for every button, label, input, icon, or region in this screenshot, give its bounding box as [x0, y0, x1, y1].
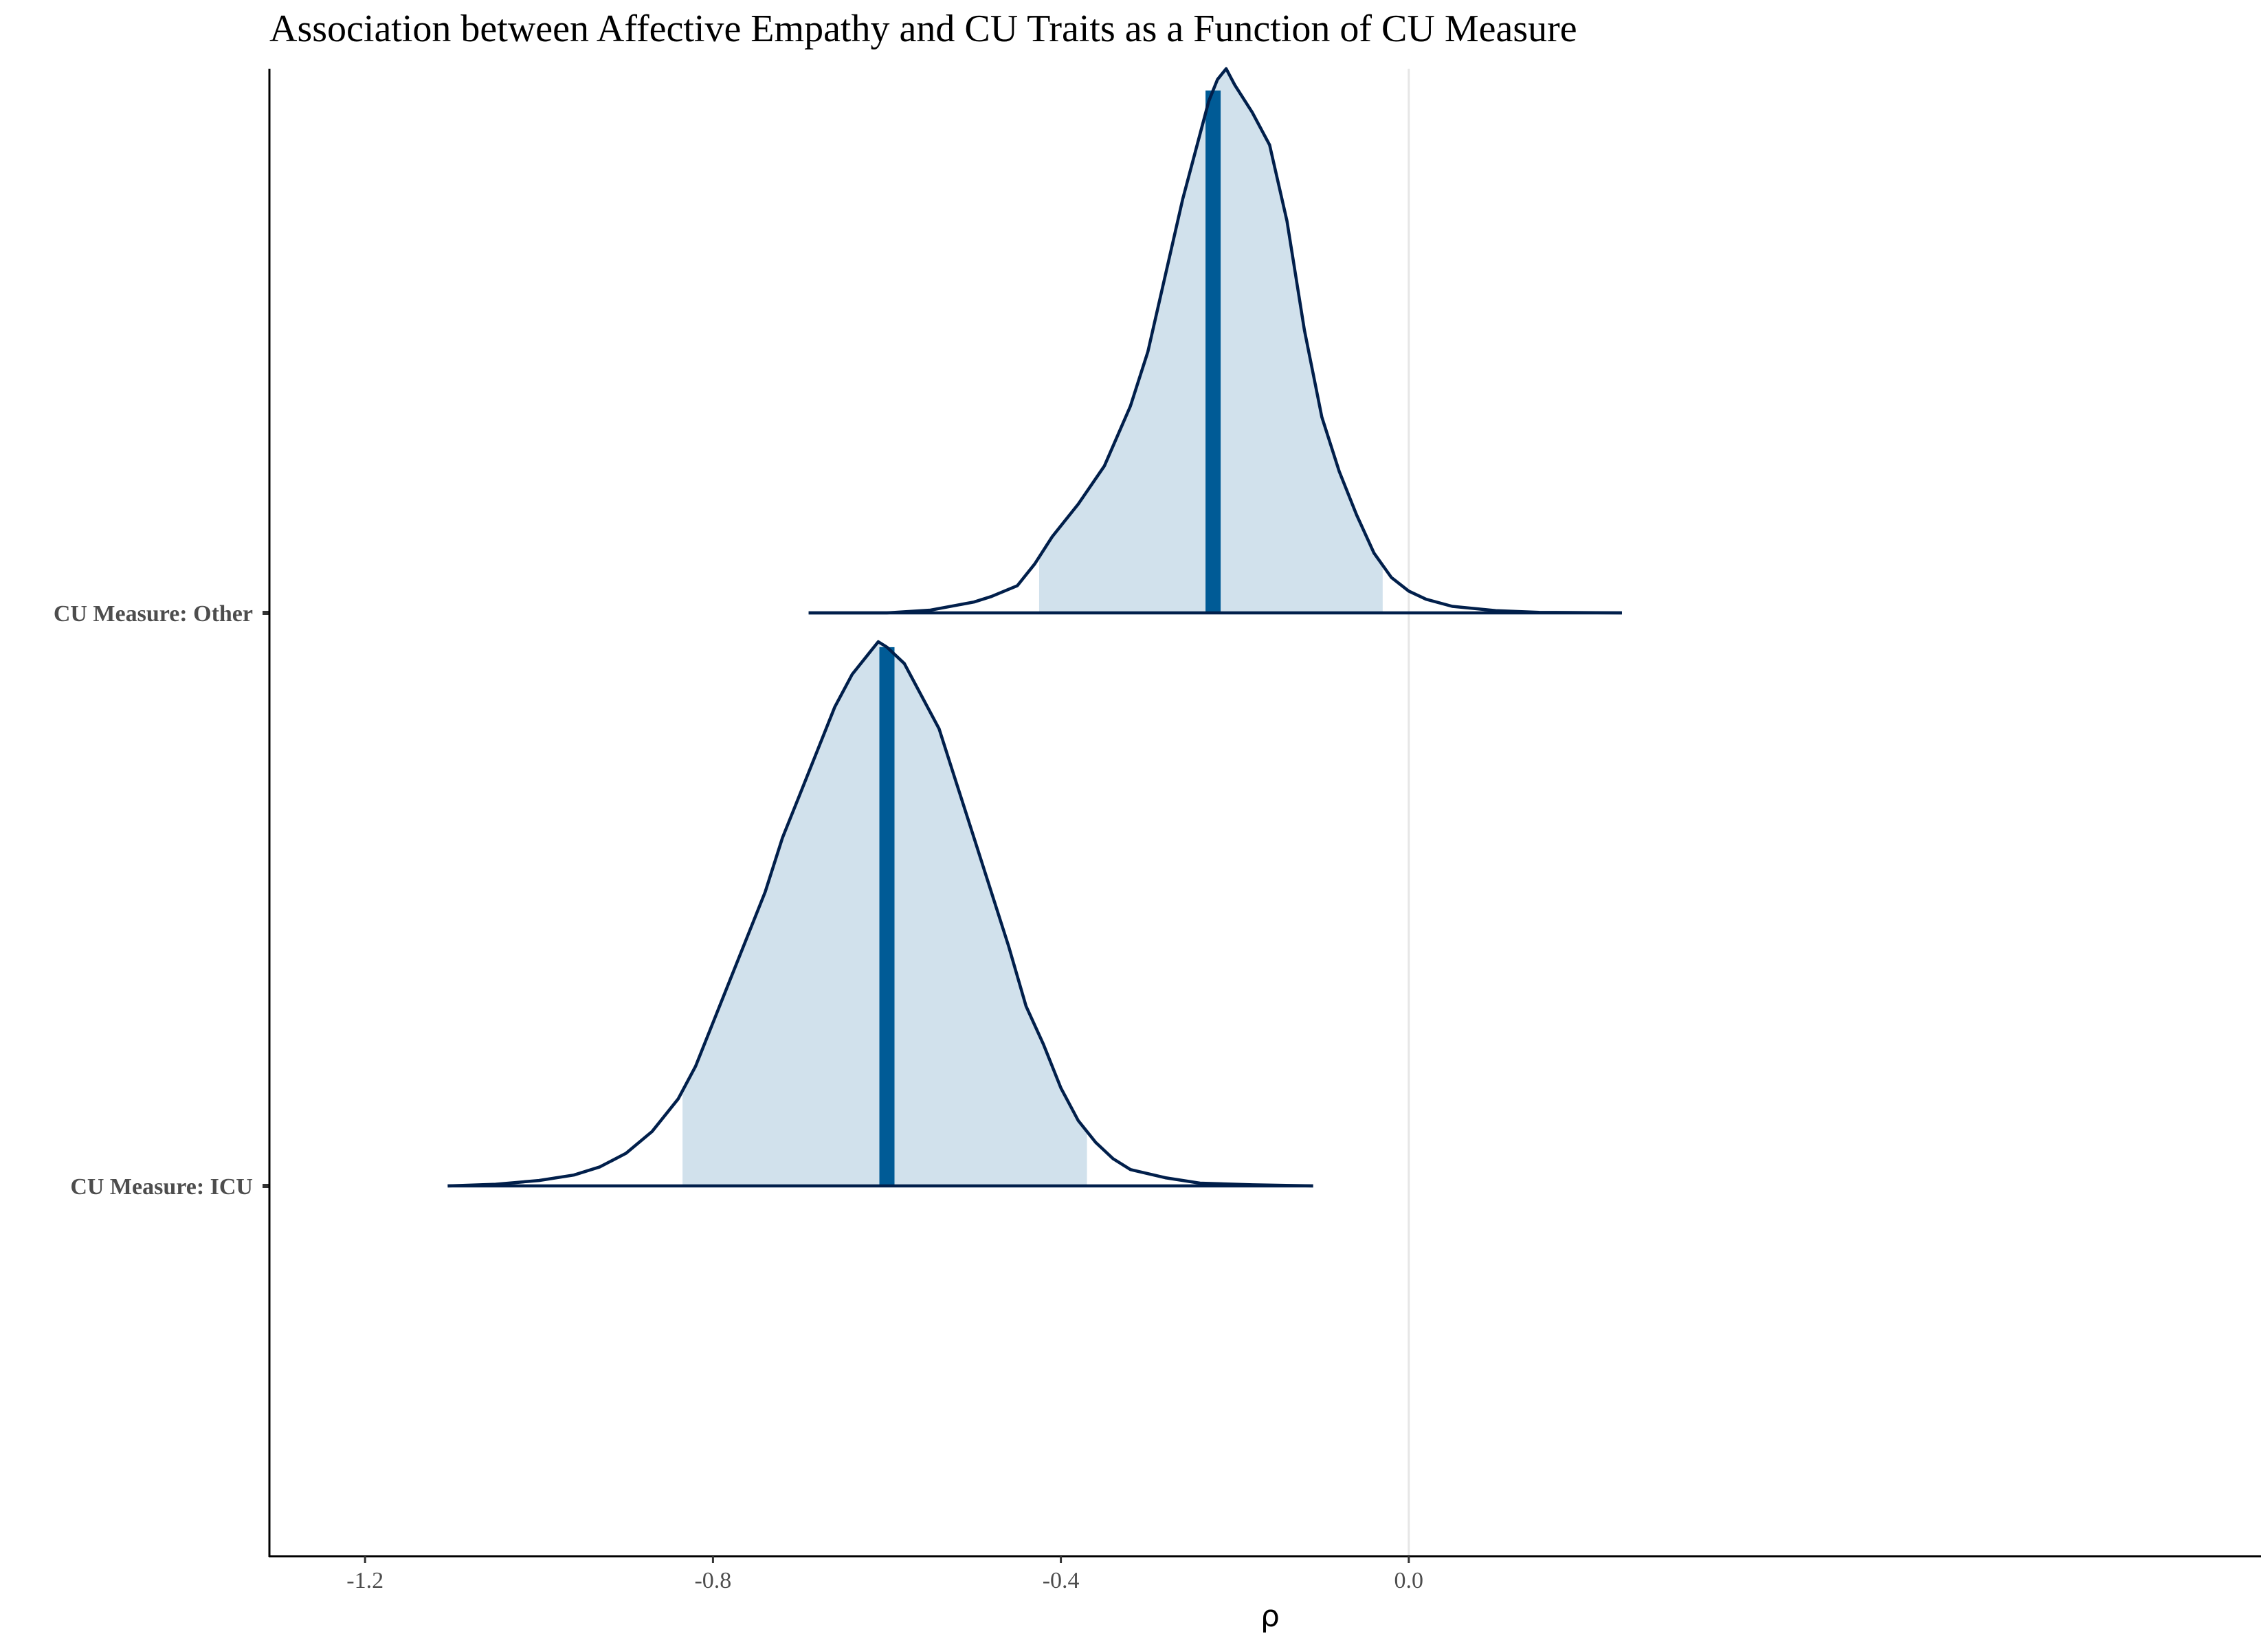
density-group-0: CU Measure: Other [54, 67, 1622, 627]
x-tick-label-2: -0.4 [1043, 1568, 1080, 1593]
x-tick-label-0: -1.2 [346, 1568, 383, 1593]
x-axis-title: ρ [1260, 1599, 1280, 1634]
x-tick-label-1: -0.8 [694, 1568, 731, 1593]
chart-title: Association between Affective Empathy an… [269, 8, 1577, 50]
median-bar-1 [879, 647, 895, 1186]
density-outline-0 [808, 67, 1622, 615]
density-group-1: CU Measure: ICU [70, 640, 1313, 1200]
median-bar-0 [1205, 90, 1221, 613]
density-outline-1 [447, 640, 1313, 1188]
plot-area: CU Measure: Other CU Measure: ICU -1.2 -0.8… [54, 67, 2261, 1593]
x-tick-label-3: 0.0 [1394, 1568, 1424, 1593]
y-tick-label-1: CU Measure: ICU [70, 1174, 253, 1200]
y-tick-label-0: CU Measure: Other [54, 601, 253, 627]
